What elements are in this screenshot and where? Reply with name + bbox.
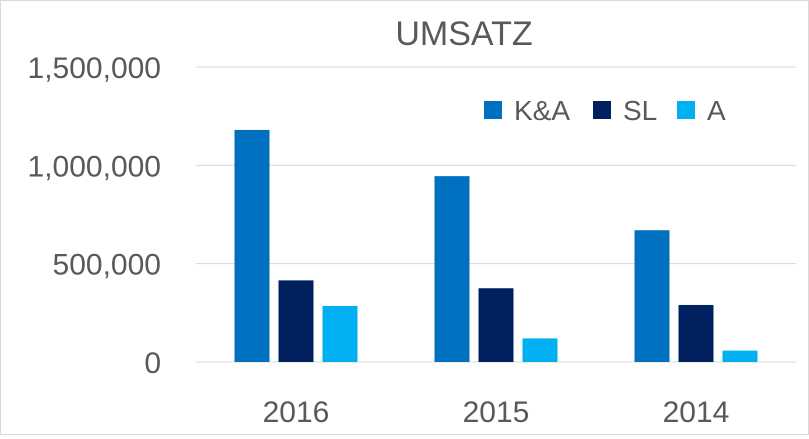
legend-swatch: [484, 101, 502, 119]
x-tick-label: 2015: [463, 396, 530, 429]
y-tick-label: 1,000,000: [28, 150, 161, 183]
legend-swatch: [677, 101, 695, 119]
chart-title: UMSATZ: [395, 15, 532, 53]
bar-k-a-2015: [434, 176, 470, 362]
y-tick-label: 500,000: [53, 249, 161, 282]
bar-a-2015: [522, 338, 558, 362]
x-tick-label: 2014: [663, 396, 730, 429]
bar-k-a-2016: [234, 129, 270, 362]
bar-sl-2015: [478, 288, 514, 362]
y-tick-label: 0: [144, 347, 161, 380]
legend-label: SL: [623, 95, 657, 126]
y-tick-label: 1,500,000: [28, 52, 161, 85]
bar-a-2016: [322, 305, 358, 362]
bars: [234, 129, 758, 362]
legend-label: K&A: [514, 95, 570, 126]
legend-swatch: [593, 101, 611, 119]
bar-sl-2016: [278, 280, 314, 362]
bar-a-2014: [722, 350, 758, 362]
bar-sl-2014: [678, 304, 714, 362]
legend-label: A: [707, 95, 726, 126]
legend: K&A SL A: [484, 95, 726, 126]
x-tick-label: 2016: [263, 396, 330, 429]
y-axis-ticks: 0 500,000 1,000,000 1,500,000: [28, 52, 161, 380]
x-axis-ticks: 2016 2015 2014: [263, 396, 730, 429]
bar-k-a-2014: [634, 230, 670, 362]
